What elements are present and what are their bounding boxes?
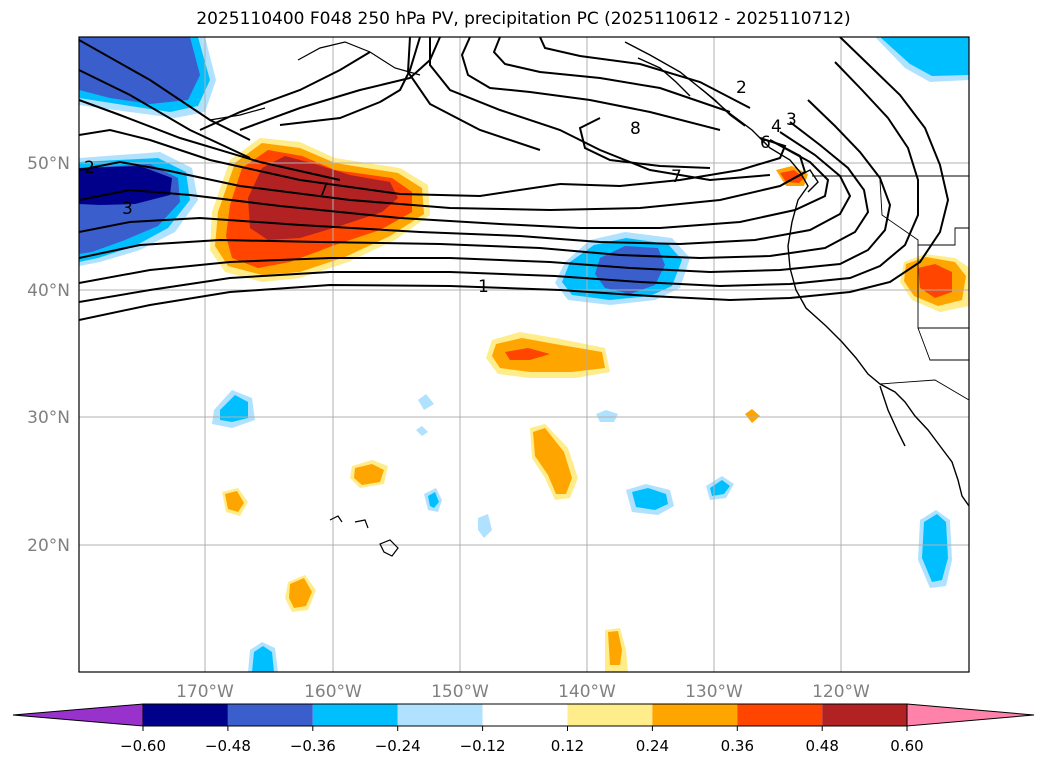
colorbar-tick-label: −0.12 [460, 737, 506, 755]
contour-label: 6 [760, 133, 771, 153]
colorbar-segment [822, 704, 908, 726]
map-title: 2025110400 F048 250 hPa PV, precipitatio… [196, 9, 851, 29]
lat-tick-label: 40°N [27, 281, 70, 301]
colorbar-tick-label: 0.24 [636, 737, 669, 755]
contour-label: 3 [786, 110, 797, 130]
colorbar-extend-high [906, 703, 1035, 727]
map-border [78, 36, 970, 673]
contour-label: 7 [318, 180, 329, 200]
contour-label: 7 [671, 167, 682, 187]
colorbar-segment [227, 704, 313, 726]
colorbar-tick-label: −0.24 [375, 737, 421, 755]
lat-tick-label: 30°N [27, 408, 70, 428]
precip-shading [79, 37, 969, 672]
contour-label: 2 [736, 78, 747, 98]
lon-tick-label: 130°W [685, 682, 743, 702]
north-america-coast [624, 41, 969, 507]
lon-tick-labels: 170°W 160°W 150°W 140°W 130°W 120°W [176, 682, 870, 702]
lon-tick-label: 140°W [558, 682, 616, 702]
colorbar-tick-label: 0.36 [721, 737, 754, 755]
colorbar-segment [737, 704, 823, 726]
colorbar-segment [312, 704, 398, 726]
colorbar-tick-marks [142, 726, 908, 731]
colorbar-segment [397, 704, 483, 726]
lon-tick-label: 150°W [431, 682, 489, 702]
colorbar-tick-label: 0.48 [805, 737, 838, 755]
lat-tick-label: 50°N [27, 154, 70, 174]
colorbar-tick-label: 0.12 [551, 737, 584, 755]
colorbar-segment [652, 704, 738, 726]
colorbar-tick-labels: −0.60 −0.48 −0.36 −0.24 −0.12 0.12 0.24 … [120, 737, 924, 755]
pv-contour-1 [79, 37, 950, 321]
colorbar-tick-label: 0.60 [890, 737, 923, 755]
colorbar-tick-label: −0.48 [205, 737, 251, 755]
colorbar-extend-low [12, 703, 144, 727]
contour-label: 2 [84, 158, 95, 178]
contour-label: 1 [478, 277, 489, 297]
pv-contour-labels: 2 3 7 1 8 2 3 4 6 7 [84, 78, 797, 297]
colorbar-segment [567, 704, 653, 726]
lon-tick-label: 170°W [176, 682, 234, 702]
lat-tick-label: 20°N [27, 536, 70, 556]
gridlines [79, 37, 969, 672]
islands [209, 41, 421, 557]
colorbar: −0.60 −0.48 −0.36 −0.24 −0.12 0.12 0.24 … [12, 703, 1035, 755]
map-content: 2 3 7 1 8 2 3 4 6 7 [79, 37, 969, 672]
colorbar-frame [142, 703, 908, 727]
pv-contours [79, 37, 950, 321]
colorbar-tick-label: −0.36 [290, 737, 336, 755]
contour-label: 8 [630, 119, 641, 139]
colorbar-segment [143, 704, 228, 726]
lon-tick-label: 160°W [304, 682, 362, 702]
contour-label: 3 [122, 199, 133, 219]
lon-tick-label: 120°W [812, 682, 870, 702]
contour-label: 4 [771, 117, 782, 137]
colorbar-segment [482, 704, 568, 726]
lat-tick-labels: 50°N 40°N 30°N 20°N [27, 154, 70, 556]
colorbar-tick-label: −0.60 [120, 737, 166, 755]
